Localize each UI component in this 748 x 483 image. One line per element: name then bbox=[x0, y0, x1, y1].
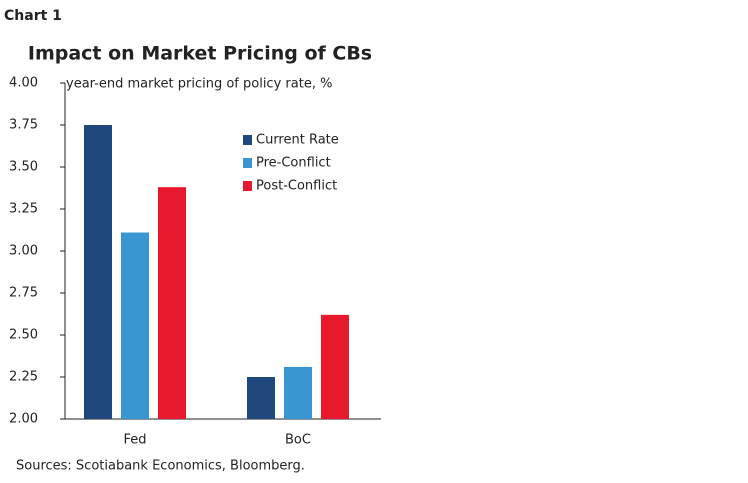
bar bbox=[284, 366, 312, 419]
chart-label: Chart 1 bbox=[4, 8, 62, 24]
y-tick-label: 3.50 bbox=[9, 160, 38, 175]
y-axis-label: year-end market pricing of policy rate, … bbox=[66, 77, 332, 92]
y-tick-label: 4.00 bbox=[9, 76, 38, 91]
y-tick-label: 3.25 bbox=[9, 202, 38, 217]
legend-swatch bbox=[243, 181, 252, 191]
legend-label: Post-Conflict bbox=[256, 179, 337, 194]
y-tick-label: 2.50 bbox=[9, 328, 38, 343]
bar bbox=[247, 377, 275, 419]
legend-label: Pre-Conflict bbox=[256, 156, 331, 171]
source: Sources: Scotiabank Economics, Bloomberg… bbox=[16, 459, 305, 474]
legend-swatch bbox=[243, 135, 252, 145]
legend-swatch bbox=[243, 158, 252, 168]
legend-label: Current Rate bbox=[256, 133, 339, 148]
y-tick-label: 2.00 bbox=[9, 412, 38, 427]
bar bbox=[121, 232, 149, 419]
chart-title: Impact on Market Pricing of CBs bbox=[28, 43, 372, 65]
y-tick-label: 3.75 bbox=[9, 118, 38, 133]
y-tick-label: 3.00 bbox=[9, 244, 38, 259]
x-tick-label: BoC bbox=[285, 433, 311, 448]
bar bbox=[321, 314, 349, 419]
y-tick-label: 2.25 bbox=[9, 370, 38, 385]
x-tick-label: Fed bbox=[123, 433, 146, 448]
bar bbox=[158, 187, 186, 419]
bar bbox=[84, 125, 112, 419]
y-tick-label: 2.75 bbox=[9, 286, 38, 301]
